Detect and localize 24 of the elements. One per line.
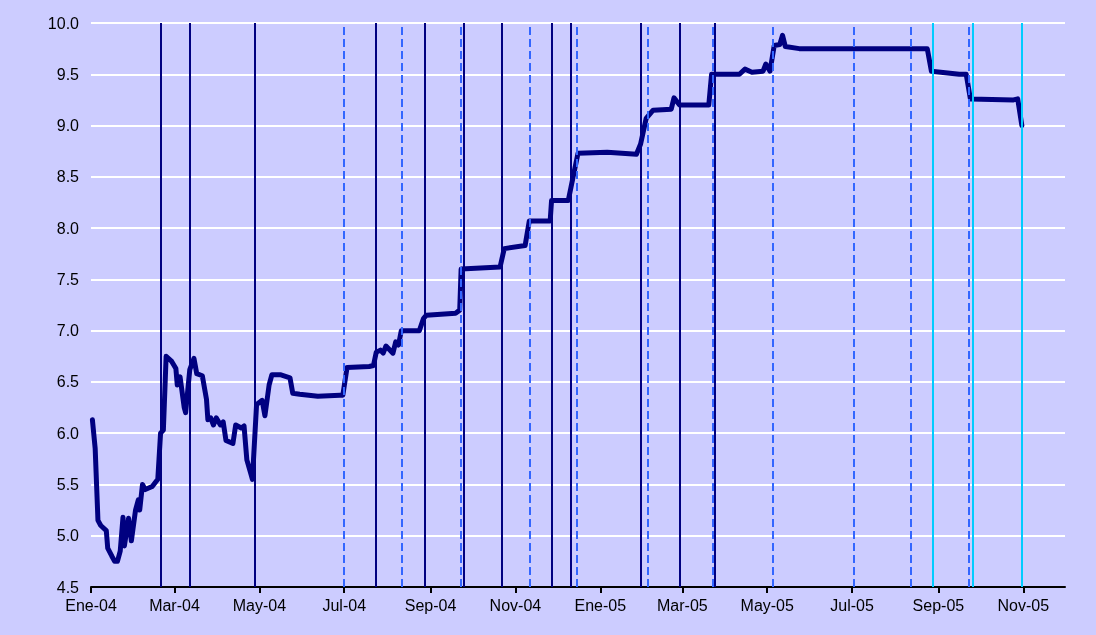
x-tick-label: Nov-04 (489, 596, 542, 614)
x-tick-label: May-05 (740, 596, 795, 614)
y-tick-label: 7.0 (56, 322, 80, 340)
x-tick-label: Ene-04 (65, 596, 117, 614)
x-tick-label: Nov-05 (997, 596, 1050, 614)
y-tick-label: 8.0 (56, 219, 80, 237)
y-tick-label: 9.0 (56, 117, 80, 135)
y-tick-label: 5.0 (56, 527, 80, 545)
y-tick-label: 6.0 (56, 424, 80, 442)
y-tick-label: 7.5 (56, 270, 80, 288)
y-tick-label: 6.5 (56, 373, 80, 391)
x-tick-label: May-04 (232, 596, 287, 614)
x-tick-label: Sep-05 (912, 596, 965, 614)
x-tick-label: Ene-05 (574, 596, 627, 614)
y-tick-label: 4.5 (56, 578, 80, 596)
y-tick-label: 5.5 (56, 475, 80, 493)
x-tick-label: Mar-05 (657, 596, 708, 614)
y-tick-label: 9.5 (56, 65, 80, 83)
y-tick-label: 8.5 (56, 168, 80, 186)
x-tick-label: Sep-04 (404, 596, 457, 614)
y-tick-label: 10.0 (47, 14, 80, 32)
x-tick-label: Jul-05 (830, 596, 874, 614)
x-tick-label: Mar-04 (149, 596, 200, 614)
x-tick-label: Jul-04 (322, 596, 367, 614)
